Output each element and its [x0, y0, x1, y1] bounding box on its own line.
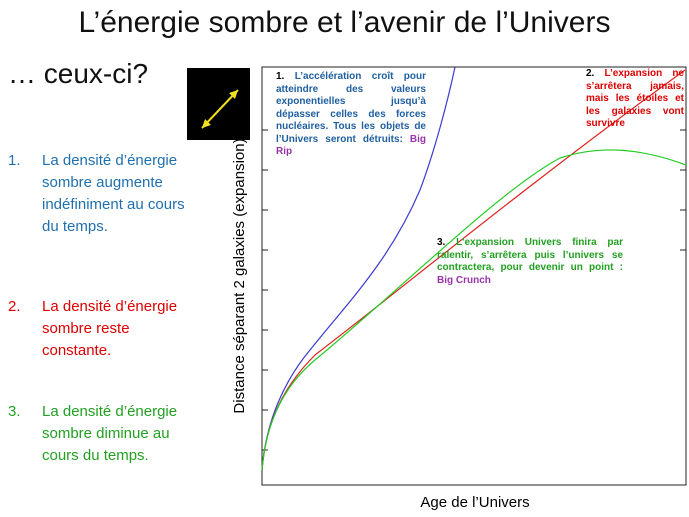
curve-big-rip — [261, 66, 456, 471]
annotation: 2. L’expansion ne s’arrêtera jamais, mai… — [586, 68, 684, 131]
list-number: 3. — [8, 403, 21, 420]
icon-arrow-head — [229, 90, 238, 99]
annotation-number: 3. — [437, 237, 446, 248]
annotation-number: 1. — [276, 71, 285, 82]
axis-ticks — [262, 129, 686, 451]
list-text: La densité d’énergie sombre reste consta… — [42, 298, 178, 359]
list-text: La densité d’énergie sombre diminue au c… — [42, 403, 178, 464]
annotation-text: L’accélération croît pour atteindre des … — [276, 71, 426, 145]
annotation-outcome: Big Crunch — [437, 274, 491, 286]
annotation-text: L’expansion ne s’arrêtera jamais, mais l… — [586, 68, 684, 129]
icon — [187, 68, 250, 140]
icon-arrow — [201, 89, 239, 129]
plot-frame — [261, 66, 687, 486]
annotation-outcome: Big Rip — [276, 133, 426, 158]
subtitle: … ceux-ci? — [8, 58, 149, 89]
x-axis-label: Age de l’Univers — [420, 494, 529, 511]
curve-big-crunch — [261, 149, 687, 471]
list-text: La densité d’énergie sombre augmente ind… — [42, 152, 185, 235]
icon-arrow-head — [202, 119, 211, 128]
y-axis-label: Distance séparant 2 galaxies (expansion) — [231, 138, 248, 413]
title: L’énergie sombre et l’avenir de l’Univer… — [78, 6, 611, 39]
annotation: 1. L’accélération croît pour atteindre d… — [276, 71, 426, 159]
list-number: 1. — [8, 152, 21, 169]
annotation-text: L’expansion Univers finira par ralentir,… — [437, 237, 623, 273]
list-number: 2. — [8, 298, 21, 315]
annotation-number: 2. — [586, 68, 595, 79]
annotation: 3. L’expansion Univers finira par ralent… — [437, 237, 623, 287]
